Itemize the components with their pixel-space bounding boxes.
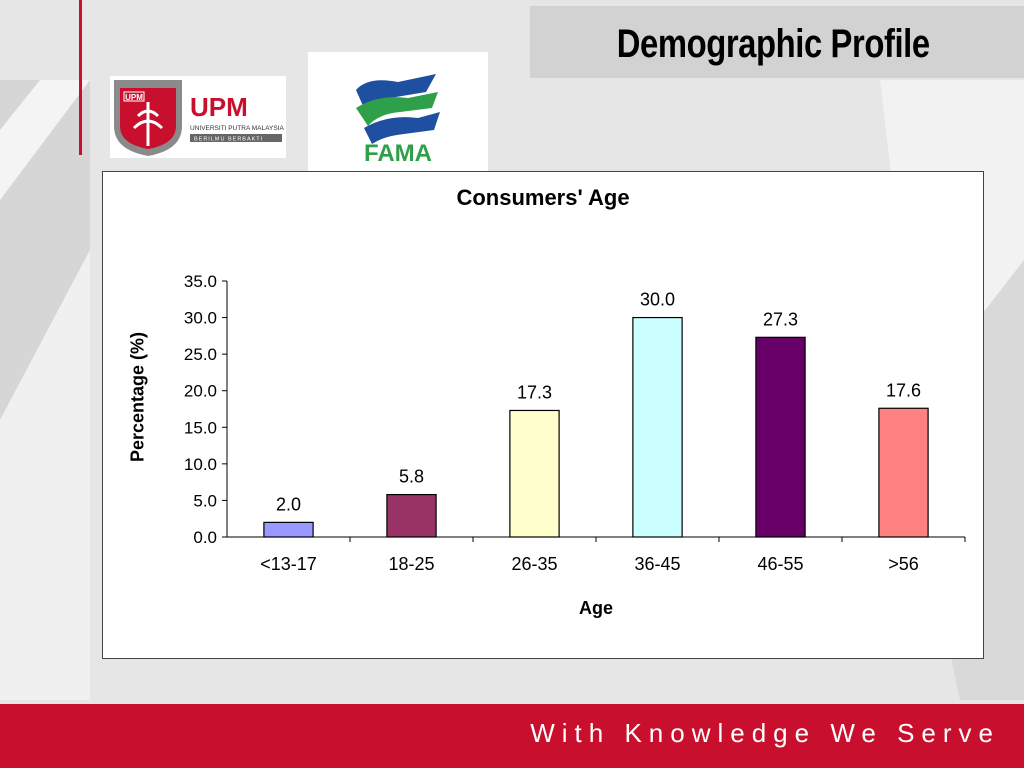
fama-logo: FAMA — [308, 52, 488, 180]
x-tick-label: 26-35 — [511, 554, 557, 574]
fama-logo-text: FAMA — [364, 140, 432, 167]
upm-logo-subtitle: UNIVERSITI PUTRA MALAYSIA — [190, 125, 284, 132]
chart-title: Consumers' Age — [456, 185, 630, 210]
bar-value-label: 17.3 — [517, 382, 552, 402]
upm-logo-text: UPM — [190, 92, 248, 122]
upm-crest-icon: UPM UPM UNIVERSITI PUTRA MALAYSIA BERILM… — [114, 80, 284, 156]
x-tick-label: 18-25 — [388, 554, 434, 574]
bar-36-45 — [632, 316, 683, 538]
bar-value-label: 30.0 — [640, 290, 675, 310]
footer-band: With Knowledge We Serve — [0, 704, 1024, 768]
upm-crest-mark: UPM — [125, 93, 143, 102]
y-tick-label: 30.0 — [184, 309, 217, 328]
x-axis-label: Age — [578, 598, 613, 618]
y-tick-label: 25.0 — [184, 345, 217, 364]
bar-value-label: 17.6 — [886, 380, 921, 400]
bar-value-label: 27.3 — [763, 309, 798, 329]
y-tick-label: 20.0 — [184, 382, 217, 401]
upm-logo-motto: BERILMU BERBAKTI — [194, 137, 263, 143]
upm-logo: UPM UPM UNIVERSITI PUTRA MALAYSIA BERILM… — [110, 76, 286, 158]
x-tick-label: 46-55 — [757, 554, 803, 574]
bar-18-25 — [386, 493, 437, 538]
y-tick-label: 35.0 — [184, 272, 217, 291]
accent-line — [79, 0, 82, 155]
x-tick-label: 36-45 — [634, 554, 680, 574]
footer-slogan: With Knowledge We Serve — [530, 718, 1000, 748]
y-tick-label: 15.0 — [184, 418, 217, 437]
bar-56 — [878, 407, 929, 538]
bar-value-label: 5.8 — [399, 467, 424, 487]
y-tick-label: 0.0 — [193, 528, 217, 547]
slide-title: Demographic Profile — [617, 22, 930, 66]
chart-panel: Consumers' Age Percentage (%) Age 0.0 5.0… — [102, 171, 984, 659]
title-band — [530, 6, 1024, 78]
x-tick-label: <13-17 — [260, 554, 317, 574]
bar-chart: 0.0 5.0 10.0 15.0 20.0 25.0 30.0 35.0 2.0 <13-17 5… — [184, 272, 966, 574]
bar-13-17 — [263, 521, 314, 538]
bar-value-label: 2.0 — [276, 494, 301, 514]
bar-46-55 — [755, 336, 806, 538]
fama-emblem-icon: FAMA — [356, 74, 440, 167]
y-tick-label: 10.0 — [184, 455, 217, 474]
bar-26-35 — [509, 409, 560, 538]
x-tick-label: >56 — [888, 554, 919, 574]
y-tick-label: 5.0 — [193, 491, 217, 510]
